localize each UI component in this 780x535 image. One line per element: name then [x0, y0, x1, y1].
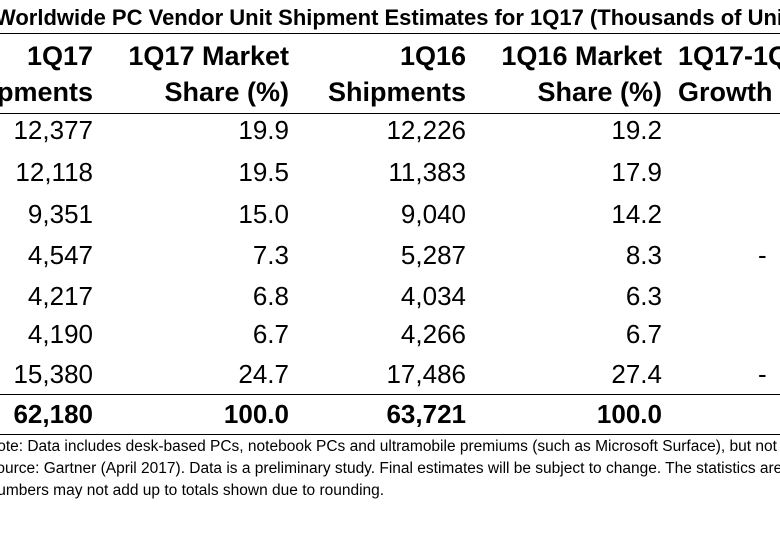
cell-1q17-shipments: 9,351 — [27, 199, 93, 229]
header-line: Shipments — [327, 77, 466, 107]
total-1q17-share: 100.0 — [223, 399, 289, 429]
cell-1q17-share: 6.7 — [252, 319, 289, 349]
header-1q16-shipments: 1Q16 Shipments — [328, 38, 466, 110]
header-line: 1Q17 — [26, 41, 93, 71]
header-growth: 1Q17-1Q16 Growth (%) — [678, 38, 780, 110]
cell-1q16-share: 14.2 — [611, 199, 662, 229]
cell-1q17-shipments: 12,118 — [15, 157, 93, 187]
cell-growth: - — [758, 359, 767, 389]
header-divider — [0, 113, 780, 114]
cell-1q17-share: 15.0 — [238, 199, 289, 229]
header-line: 1Q16 Market — [501, 41, 662, 71]
footnote-line: Note: Data includes desk-based PCs, note… — [0, 438, 780, 455]
cell-1q17-share: 24.7 — [238, 359, 289, 389]
cell-1q16-shipments: 12,226 — [386, 115, 466, 145]
header-line: 1Q17 Market — [128, 41, 289, 71]
cell-1q16-shipments: 4,266 — [400, 319, 466, 349]
cell-1q16-shipments: 4,034 — [400, 281, 466, 311]
cell-1q17-shipments: 15,380 — [13, 359, 93, 389]
footnotes: Note: Data includes desk-based PCs, note… — [0, 436, 780, 502]
cell-1q16-share: 19.2 — [611, 115, 662, 145]
cell-1q17-shipments: 4,547 — [27, 240, 93, 270]
cell-1q16-shipments: 9,040 — [400, 199, 466, 229]
cell-1q16-share: 17.9 — [611, 157, 662, 187]
cell-1q16-shipments: 11,383 — [388, 157, 466, 187]
header-line: Share (%) — [537, 77, 662, 107]
cell-1q17-shipments: 12,377 — [13, 115, 93, 145]
header-line: 1Q17-1Q16 — [678, 41, 780, 71]
cell-1q17-share: 19.5 — [238, 157, 289, 187]
title-divider — [0, 33, 780, 34]
header-1q17-market-share: 1Q17 Market Share (%) — [128, 38, 289, 110]
cell-1q16-share: 6.7 — [625, 319, 662, 349]
total-1q17-shipments: 62,180 — [13, 399, 93, 429]
notes-divider — [0, 434, 780, 435]
cell-1q16-share: 8.3 — [625, 240, 662, 270]
cell-1q17-share: 19.9 — [238, 115, 289, 145]
cell-1q16-shipments: 17,486 — [386, 359, 466, 389]
table-title: Worldwide PC Vendor Unit Shipment Estima… — [0, 5, 780, 30]
cell-1q17-shipments: 4,190 — [27, 319, 93, 349]
total-divider — [0, 394, 780, 395]
cell-1q16-shipments: 5,287 — [400, 240, 466, 270]
total-1q16-share: 100.0 — [596, 399, 662, 429]
header-1q16-market-share: 1Q16 Market Share (%) — [501, 38, 662, 110]
footnote-line: Numbers may not add up to totals shown d… — [0, 482, 385, 499]
header-line: Share (%) — [164, 77, 289, 107]
footnote-line: Source: Gartner (April 2017). Data is a … — [0, 460, 780, 477]
cell-1q16-share: 6.3 — [625, 281, 662, 311]
header-line: 1Q16 — [399, 41, 466, 71]
cell-1q16-share: 27.4 — [611, 359, 662, 389]
cell-growth: - — [758, 240, 767, 270]
header-line: Shipments — [0, 77, 93, 107]
total-1q16-shipments: 63,721 — [386, 399, 466, 429]
cell-1q17-shipments: 4,217 — [27, 281, 93, 311]
header-1q17-shipments: 1Q17 Shipments — [0, 38, 93, 110]
cell-1q17-share: 6.8 — [252, 281, 289, 311]
cell-1q17-share: 7.3 — [252, 240, 289, 270]
header-line: Growth (%) — [678, 77, 780, 107]
